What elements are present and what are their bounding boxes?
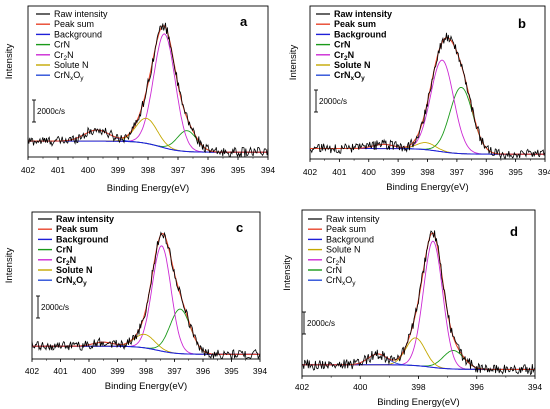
- background-line: [32, 345, 260, 355]
- legend-label-p2: Cr2N: [326, 255, 346, 267]
- panel-d: 402 400 398 396 394 Binding Energy(eV) Intensi…: [282, 209, 542, 408]
- legend-label-sum: Peak sum: [56, 224, 98, 234]
- x-tick-label: 399: [111, 165, 125, 175]
- legend-label-p3: Solute N: [56, 265, 93, 275]
- x-tick-label: 397: [171, 165, 185, 175]
- x-tick-label: 395: [509, 167, 523, 177]
- legend-label-p3: Solute N: [334, 60, 371, 70]
- x-tick-label: 397: [167, 366, 181, 376]
- scale-bar-label: 2000c/s: [41, 303, 69, 312]
- x-axis-title: Binding Energy(eV): [377, 397, 459, 408]
- x-tick-label: 398: [139, 366, 153, 376]
- x-tick-label: 401: [53, 366, 67, 376]
- legend-label-p2: Cr2N: [56, 255, 76, 267]
- component-peak-p2: [28, 33, 268, 153]
- legend-label-p4: CrNxOy: [326, 275, 356, 287]
- x-tick-label: 397: [450, 167, 464, 177]
- legend-label-p4: CrNxOy: [334, 70, 365, 82]
- scale-bar-label: 2000c/s: [37, 107, 65, 116]
- x-tick-label: 396: [479, 167, 493, 177]
- scale-bar-label: 2000c/s: [319, 97, 347, 106]
- x-tick-label: 395: [224, 366, 238, 376]
- x-tick-label: 394: [253, 366, 267, 376]
- x-tick-label: 401: [332, 167, 346, 177]
- y-axis-title: Intensity: [288, 45, 299, 81]
- component-peak-p1: [302, 350, 535, 370]
- scale-bar-label: 2000c/s: [307, 319, 335, 328]
- x-tick-label: 394: [538, 167, 550, 177]
- raw-intensity-line: [309, 32, 546, 160]
- panel-c: 402 401 400 399 398 397 396 395 394 Binding Energ…: [4, 211, 267, 392]
- legend-label-bg: Background: [54, 29, 102, 39]
- raw-intensity-line: [301, 230, 536, 376]
- legend-label-raw: Raw intensity: [56, 214, 114, 224]
- legend-label-p2: Cr2N: [54, 50, 74, 62]
- component-peak-p3: [32, 333, 260, 355]
- x-tick-label: 402: [21, 165, 35, 175]
- x-tick-label: 402: [303, 167, 317, 177]
- x-tick-label: 399: [110, 366, 124, 376]
- panel-letter: d: [510, 224, 518, 239]
- legend-label-sum: Peak sum: [54, 19, 94, 29]
- x-tick-label: 400: [362, 167, 376, 177]
- y-axis-title: Intensity: [282, 255, 293, 291]
- x-axis-title: Binding Energy(eV): [105, 381, 187, 392]
- x-tick-label: 394: [528, 382, 542, 392]
- y-axis-title: Intensity: [4, 248, 15, 284]
- x-tick-label: 400: [353, 382, 367, 392]
- legend-label-raw: Raw intensity: [54, 9, 108, 19]
- x-tick-label: 396: [201, 165, 215, 175]
- legend-label-raw: Raw intensity: [334, 9, 392, 19]
- x-tick-label: 395: [231, 165, 245, 175]
- legend-label-p3: Solute N: [326, 245, 361, 255]
- legend-label-p1: CrN: [326, 265, 342, 275]
- legend-label-p3: Solute N: [54, 60, 89, 70]
- x-axis-title: Binding Energy(eV): [107, 183, 189, 194]
- legend-label-sum: Peak sum: [334, 19, 376, 29]
- panel-letter: b: [518, 16, 526, 31]
- panel-a: 402 401 400 399 398 397 396 395 394 Binding Energ…: [4, 5, 275, 194]
- x-tick-label: 398: [420, 167, 434, 177]
- background-line: [310, 148, 545, 155]
- x-tick-label: 399: [391, 167, 405, 177]
- legend-label-bg: Background: [334, 29, 387, 39]
- legend-label-bg: Background: [326, 234, 374, 244]
- legend-label-bg: Background: [56, 234, 109, 244]
- legend-label-p4: CrNxOy: [54, 70, 84, 82]
- raw-intensity-line: [27, 22, 269, 158]
- x-axis-title: Binding Energy(eV): [386, 182, 468, 193]
- panel-b: 402 401 400 399 398 397 396 395 394 Binding Energ…: [288, 5, 550, 193]
- legend-label-p1: CrN: [56, 245, 73, 255]
- x-tick-label: 396: [470, 382, 484, 392]
- component-peak-p4: [302, 353, 535, 370]
- x-tick-label: 394: [261, 165, 275, 175]
- panel-letter: a: [240, 14, 248, 29]
- x-tick-label: 398: [141, 165, 155, 175]
- x-tick-label: 400: [81, 165, 95, 175]
- x-tick-label: 400: [82, 366, 96, 376]
- x-tick-label: 402: [25, 366, 39, 376]
- x-tick-label: 401: [51, 165, 65, 175]
- raw-intensity-line: [31, 231, 261, 361]
- legend-label-raw: Raw intensity: [326, 214, 380, 224]
- y-axis-title: Intensity: [4, 44, 15, 80]
- legend-label-p2: Cr2N: [334, 50, 354, 62]
- component-peak-p1: [32, 308, 260, 355]
- legend-label-sum: Peak sum: [326, 224, 366, 234]
- x-tick-label: 398: [411, 382, 425, 392]
- x-tick-label: 396: [196, 366, 210, 376]
- legend-label-p4: CrNxOy: [56, 275, 87, 287]
- x-tick-label: 402: [295, 382, 309, 392]
- panel-letter: c: [236, 220, 243, 235]
- legend-label-p1: CrN: [54, 40, 70, 50]
- component-peak-p3: [28, 117, 268, 153]
- legend-label-p1: CrN: [334, 40, 351, 50]
